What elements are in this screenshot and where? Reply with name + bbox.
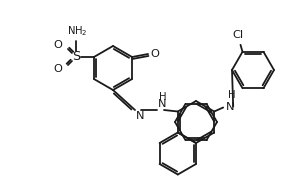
Text: H: H — [159, 92, 167, 102]
Text: H: H — [228, 90, 236, 101]
Text: N: N — [136, 111, 145, 121]
Text: N: N — [158, 99, 166, 109]
Text: O: O — [53, 40, 62, 50]
Text: Cl: Cl — [232, 30, 243, 40]
Text: NH$_2$: NH$_2$ — [67, 24, 87, 38]
Text: S: S — [72, 51, 80, 63]
Text: N: N — [226, 101, 235, 112]
Text: O: O — [150, 49, 159, 59]
Text: O: O — [53, 64, 62, 74]
